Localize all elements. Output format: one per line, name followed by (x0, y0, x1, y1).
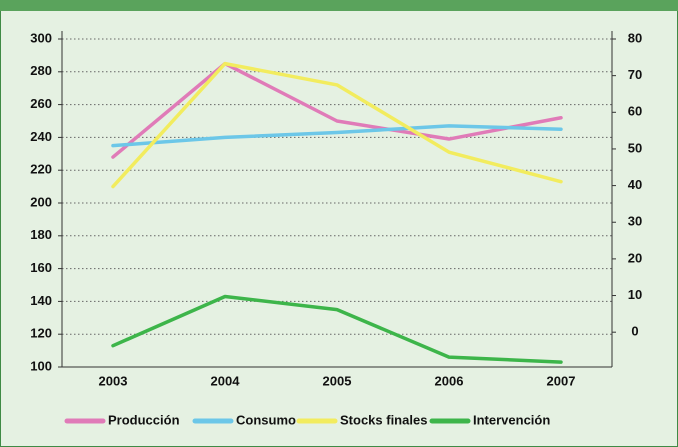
y2-tick-label: 80 (628, 30, 642, 45)
series-line (111, 61, 563, 189)
x-tick-label: 2003 (99, 373, 128, 388)
y-tick-label: 280 (30, 63, 52, 78)
y2-tick-label: 40 (628, 177, 642, 192)
y-tick-label: 200 (30, 194, 52, 209)
y2-tick-label: 50 (628, 140, 642, 155)
y-tick-label: 220 (30, 162, 52, 177)
y-tick-label: 120 (30, 326, 52, 341)
series-line (111, 294, 563, 364)
y2-tick-label: 30 (628, 214, 642, 229)
y-tick-label: 140 (30, 293, 52, 308)
y-tick-label: 180 (30, 227, 52, 242)
legend-label: Producción (108, 412, 180, 427)
legend-label: Consumo (236, 412, 296, 427)
y2-tick-label: 0 (631, 324, 638, 339)
y-tick-label: 260 (30, 96, 52, 111)
x-tick-label: 2005 (323, 373, 352, 388)
y2-tick-label: 20 (628, 250, 642, 265)
y-tick-label: 300 (30, 30, 52, 45)
legend-label: Stocks finales (340, 412, 427, 427)
y2-tick-label: 70 (628, 67, 642, 82)
x-tick-label: 2004 (211, 373, 241, 388)
y2-tick-label: 60 (628, 104, 642, 119)
series-line (111, 61, 563, 159)
y-tick-label: 240 (30, 129, 52, 144)
y2-tick-label: 10 (628, 287, 642, 302)
series-line (111, 124, 563, 148)
x-tick-label: 2007 (547, 373, 576, 388)
x-tick-label: 2006 (435, 373, 464, 388)
header-band (0, 0, 678, 11)
legend-label: Intervención (473, 412, 550, 427)
y-tick-label: 100 (30, 358, 52, 373)
y-tick-label: 160 (30, 260, 52, 275)
